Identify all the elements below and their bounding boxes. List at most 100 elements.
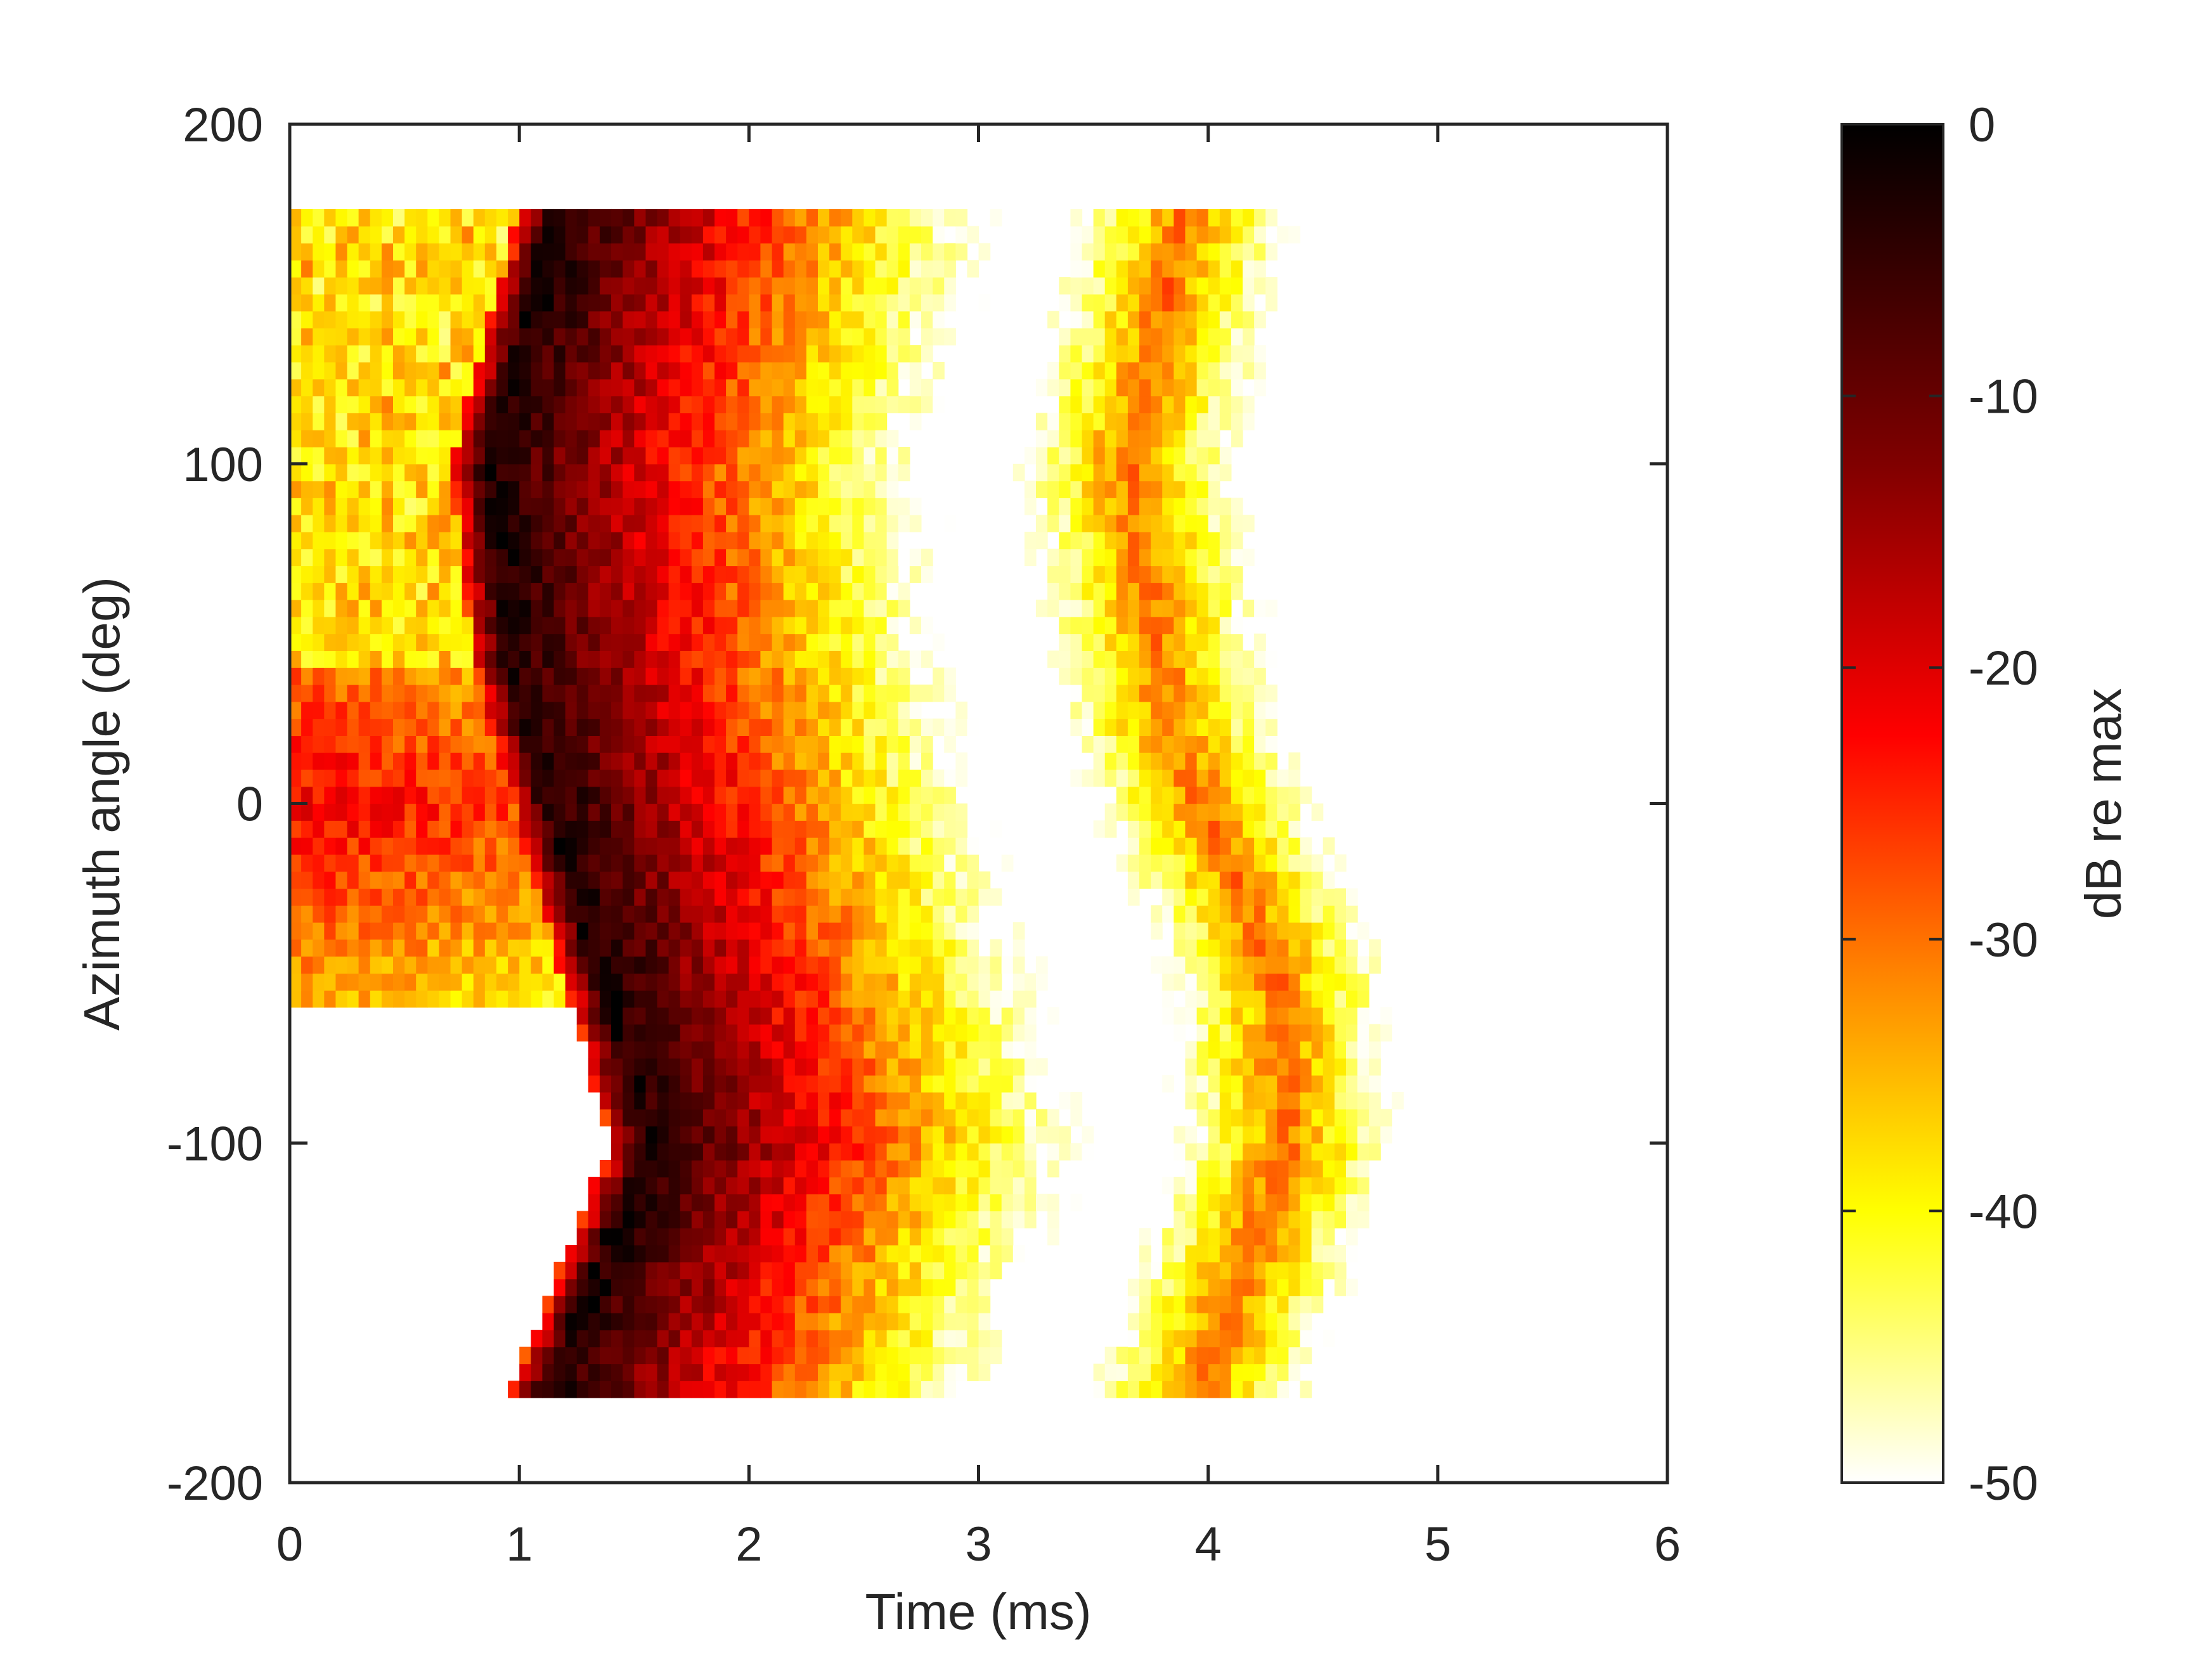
heatmap-cell	[760, 701, 773, 719]
heatmap-cell	[542, 718, 555, 736]
heatmap-cell	[818, 1007, 830, 1025]
heatmap-cell	[806, 718, 818, 736]
heatmap-cell	[393, 922, 405, 940]
heatmap-cell	[1357, 1160, 1369, 1178]
heatmap-cell	[1208, 650, 1220, 668]
heatmap-cell	[599, 786, 612, 804]
heatmap-cell	[783, 888, 796, 906]
heatmap-cell	[749, 1381, 761, 1398]
heatmap-cell	[737, 1092, 749, 1110]
heatmap-cell	[737, 1143, 749, 1161]
heatmap-cell	[898, 1261, 910, 1280]
heatmap-cell	[1139, 345, 1151, 363]
heatmap-cell	[829, 854, 841, 872]
heatmap-cell	[1208, 480, 1220, 498]
heatmap-cell	[1174, 531, 1186, 550]
heatmap-cell	[818, 1143, 830, 1161]
heatmap-cell	[668, 345, 681, 363]
heatmap-cell	[702, 667, 715, 685]
heatmap-cell	[1265, 1092, 1277, 1110]
heatmap-cell	[1070, 1092, 1083, 1110]
heatmap-cell	[668, 1092, 681, 1110]
heatmap-cell	[358, 447, 371, 465]
heatmap-cell	[645, 1092, 658, 1110]
heatmap-cell	[886, 1092, 899, 1110]
heatmap-cell	[623, 803, 635, 821]
heatmap-cell	[875, 1007, 888, 1025]
heatmap-cell	[749, 990, 761, 1008]
heatmap-cell	[955, 1176, 967, 1195]
heatmap-cell	[473, 820, 486, 838]
heatmap-cell	[829, 1296, 841, 1313]
heatmap-cell	[1139, 1313, 1151, 1330]
heatmap-cell	[370, 378, 382, 397]
heatmap-cell	[404, 905, 417, 923]
heatmap-cell	[565, 752, 578, 770]
heatmap-cell	[967, 718, 980, 736]
heatmap-cell	[1001, 1041, 1014, 1059]
heatmap-cell	[1288, 226, 1301, 244]
heatmap-cell	[772, 498, 784, 515]
heatmap-cell	[955, 854, 967, 872]
heatmap-cell	[1139, 1279, 1151, 1296]
heatmap-cell	[1082, 1126, 1094, 1143]
heatmap-cell	[1231, 718, 1243, 736]
heatmap-cell	[668, 956, 681, 974]
heatmap-cell	[404, 990, 417, 1008]
heatmap-cell	[462, 498, 474, 515]
heatmap-cell	[565, 701, 578, 719]
heatmap-cell	[347, 277, 359, 295]
heatmap-cell	[737, 616, 749, 635]
heatmap-cell	[623, 1126, 635, 1143]
heatmap-cell	[852, 1261, 864, 1280]
heatmap-cell	[933, 1024, 945, 1042]
heatmap-cell	[749, 378, 761, 397]
heatmap-cell	[450, 854, 463, 872]
heatmap-cell	[898, 600, 910, 617]
heatmap-cell	[841, 854, 853, 872]
heatmap-cell	[1001, 1160, 1014, 1178]
heatmap-cell	[772, 837, 784, 855]
heatmap-cell	[611, 735, 623, 753]
heatmap-cell	[1231, 1313, 1243, 1330]
heatmap-cell	[1162, 786, 1174, 804]
heatmap-cell	[290, 226, 302, 244]
heatmap-cell	[691, 939, 704, 957]
heatmap-cell	[783, 1313, 796, 1330]
heatmap-cell	[588, 1024, 600, 1042]
heatmap-cell	[1104, 226, 1117, 244]
heatmap-cell	[691, 260, 704, 278]
heatmap-cell	[955, 1007, 967, 1025]
heatmap-cell	[668, 905, 681, 923]
heatmap-cell	[290, 650, 302, 668]
heatmap-cell	[886, 378, 899, 397]
heatmap-cell	[1277, 1346, 1289, 1365]
heatmap-cell	[496, 786, 508, 804]
heatmap-cell	[886, 1245, 899, 1263]
heatmap-cell	[623, 1160, 635, 1178]
heatmap-cell	[691, 701, 704, 719]
heatmap-cell	[886, 277, 899, 295]
heatmap-cell	[576, 1381, 589, 1398]
heatmap-cell	[496, 531, 508, 550]
heatmap-cell	[335, 515, 348, 532]
heatmap-cell	[519, 600, 531, 617]
heatmap-cell	[680, 226, 692, 244]
heatmap-cell	[1254, 1143, 1266, 1161]
heatmap-cell	[886, 718, 899, 736]
heatmap-cell	[1104, 260, 1117, 278]
heatmap-cell	[358, 311, 371, 329]
heatmap-cell	[794, 413, 807, 430]
heatmap-cell	[473, 480, 486, 498]
heatmap-cell	[1174, 463, 1186, 482]
heatmap-cell	[863, 854, 876, 872]
heatmap-cell	[806, 1126, 818, 1143]
heatmap-cell	[427, 480, 439, 498]
heatmap-cell	[852, 803, 864, 821]
heatmap-cell	[933, 396, 945, 413]
heatmap-cell	[875, 1228, 888, 1246]
heatmap-cell	[702, 583, 715, 600]
heatmap-cell	[1047, 378, 1059, 397]
heatmap-cell	[1254, 1261, 1266, 1280]
heatmap-cell	[1139, 209, 1151, 227]
